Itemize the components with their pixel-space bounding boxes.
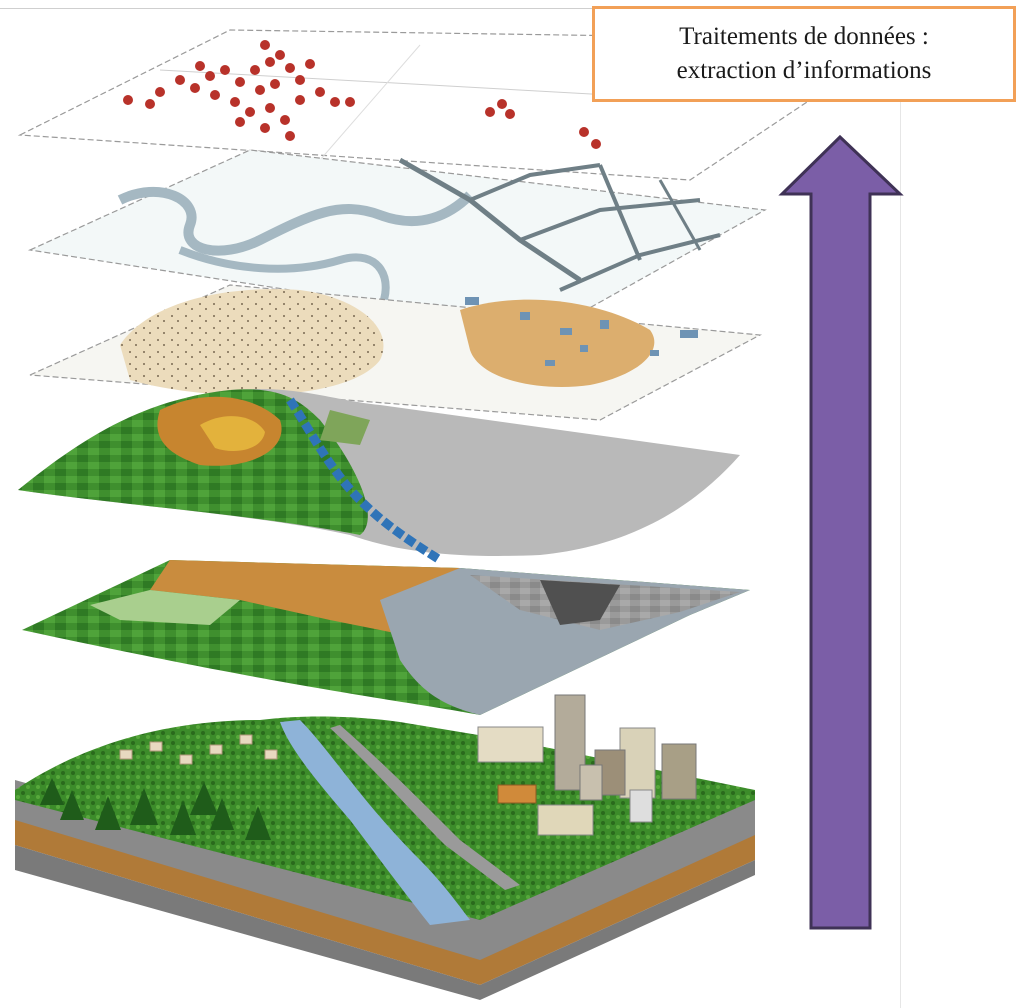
city-buildings — [477, 694, 697, 836]
top-border-line — [0, 8, 900, 9]
right-border-line — [900, 100, 901, 1008]
houses — [119, 734, 278, 765]
caption-line-1: Traitements de données : — [679, 23, 929, 50]
up-arrow — [778, 134, 904, 930]
caption-box: Traitements de données : extraction d’in… — [592, 6, 1016, 102]
point-cluster — [123, 40, 601, 149]
pond-patches — [465, 297, 698, 366]
landuse-raster-layer — [22, 560, 750, 715]
road-network-layer — [27, 149, 767, 331]
caption-line-2: extraction d’informations — [676, 57, 932, 84]
soil-terrain-layer — [29, 284, 763, 421]
trees — [40, 778, 271, 840]
elevation-landcover-layer — [18, 388, 740, 564]
real-world-block — [15, 694, 755, 1000]
